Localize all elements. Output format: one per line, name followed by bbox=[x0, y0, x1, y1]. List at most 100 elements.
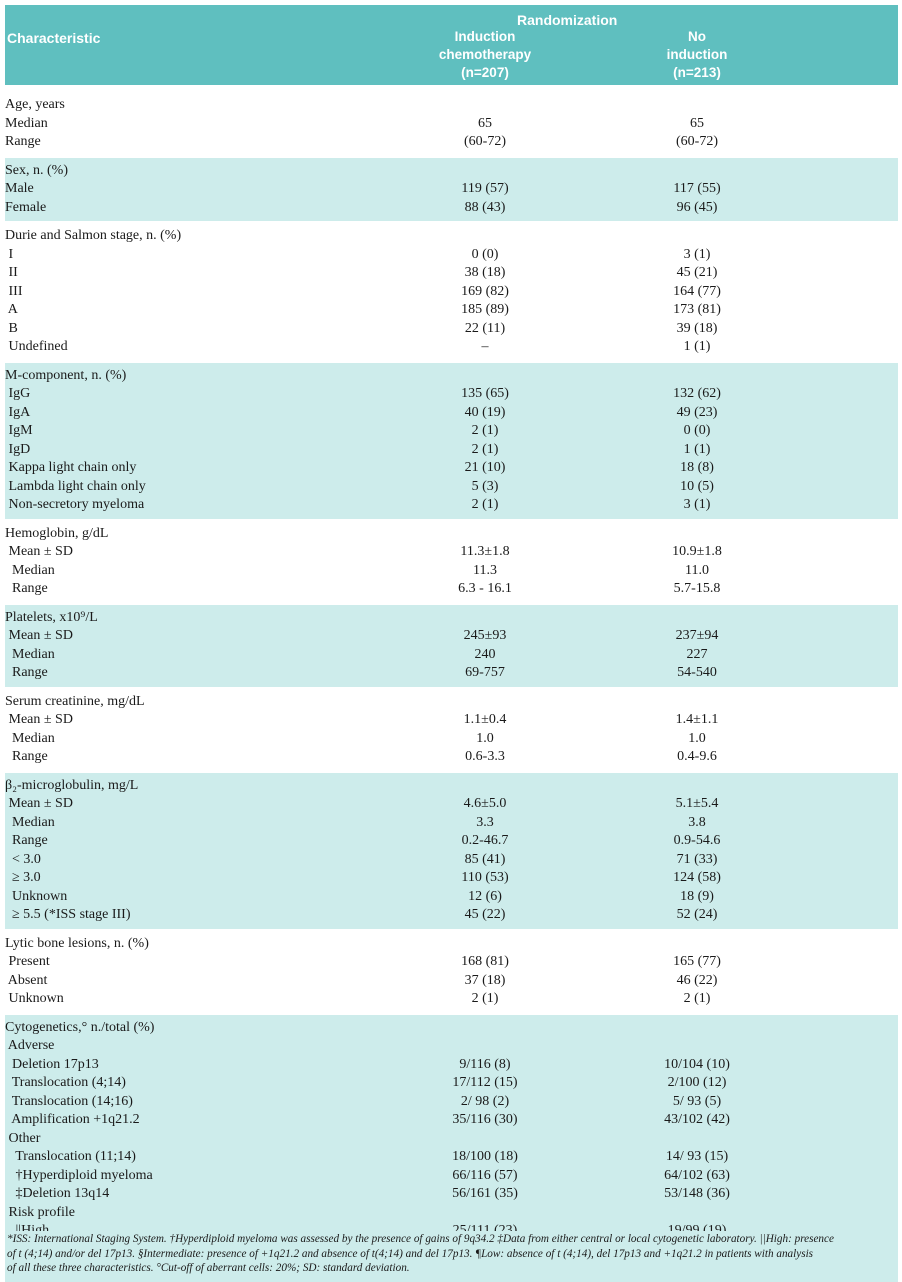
no-induction-value: 227 bbox=[686, 646, 708, 662]
footnote-line: of all these three characteristics. °Cut… bbox=[7, 1262, 410, 1274]
no-induction-value: 3.8 bbox=[688, 814, 706, 830]
row-label: Absent bbox=[5, 972, 48, 988]
no-induction-value: 43/102 (42) bbox=[664, 1112, 730, 1127]
row-label: ≥ 3.0 bbox=[5, 870, 41, 885]
row-label: Hemoglobin, g/dL bbox=[5, 525, 109, 541]
induction-value: 119 (57) bbox=[461, 181, 509, 196]
table-row: M-component, n. (%) bbox=[5, 367, 898, 385]
table-section: M-component, n. (%) IgG 135 (65) 132 (62) … bbox=[5, 362, 898, 519]
table-row: Age, years bbox=[5, 96, 898, 114]
table-row: I 0 (0) 3 (1) bbox=[5, 246, 898, 264]
row-label: Range bbox=[5, 581, 48, 596]
induction-value: 1.1±0.4 bbox=[463, 712, 507, 727]
row-label: IgM bbox=[5, 423, 33, 438]
table-row: Translocation (14;16) 2/ 98 (2) 5/ 93 (5) bbox=[5, 1093, 898, 1111]
row-label: Amplification +1q21.2 bbox=[5, 1112, 140, 1127]
table-row: IgM 2 (1) 0 (0) bbox=[5, 422, 898, 440]
row-label: †Hyperdiploid myeloma bbox=[5, 1167, 153, 1183]
induction-value: 135 (65) bbox=[461, 386, 509, 401]
no-induction-value: 65 bbox=[690, 115, 704, 131]
table-row: Platelets, x10⁹/L bbox=[5, 609, 898, 627]
table-row: Amplification +1q21.2 35/116 (30) 43/102 (… bbox=[5, 1111, 898, 1129]
header-col2-line: induction bbox=[666, 47, 728, 62]
table-row: IgG 135 (65) 132 (62) bbox=[5, 385, 898, 403]
induction-value: 2 (1) bbox=[471, 441, 499, 457]
no-induction-value: 10/104 (10) bbox=[664, 1056, 730, 1072]
no-induction-value: 54-540 bbox=[677, 665, 717, 680]
row-label: Translocation (11;14) bbox=[5, 1149, 136, 1164]
header-characteristic: Characteristic bbox=[7, 30, 101, 46]
table-section: Age, years Median 65 65 Range (60-72) (60-72) bbox=[5, 92, 898, 156]
row-label: Mean ± SD bbox=[5, 796, 73, 811]
row-label: Durie and Salmon stage, n. (%) bbox=[5, 228, 182, 243]
row-label: IgA bbox=[5, 404, 31, 420]
table-row: Serum creatinine, mg/dL bbox=[5, 693, 898, 711]
no-induction-value: 11.0 bbox=[685, 562, 709, 578]
header-no-induction-column: No induction (n=213) bbox=[617, 28, 777, 82]
row-label: Female bbox=[5, 199, 47, 215]
table-row: Mean ± SD 245±93 237±94 bbox=[5, 627, 898, 645]
row-label: Median bbox=[5, 646, 55, 662]
table-row: ≥ 5.5 (*ISS stage III) 45 (22) 52 (24) bbox=[5, 906, 898, 924]
no-induction-value: 64/102 (63) bbox=[664, 1167, 730, 1183]
table-row: Mean ± SD 4.6±5.0 5.1±5.4 bbox=[5, 795, 898, 813]
table-row: Range 0.6-3.3 0.4-9.6 bbox=[5, 748, 898, 766]
table-row: Male 119 (57) 117 (55) bbox=[5, 180, 898, 198]
row-label: Male bbox=[5, 181, 34, 196]
induction-value: 240 bbox=[474, 646, 496, 662]
induction-value: 22 (11) bbox=[464, 320, 506, 336]
table-row: Translocation (4;14) 17/112 (15) 2/100 (12… bbox=[5, 1074, 898, 1092]
row-label: Mean ± SD bbox=[5, 544, 73, 559]
no-induction-value: 0.4-9.6 bbox=[677, 749, 717, 764]
no-induction-value: 132 (62) bbox=[673, 386, 721, 401]
table-section: Hemoglobin, g/dL Mean ± SD 11.3±1.8 10.9±1… bbox=[5, 521, 898, 603]
table-row: Female 88 (43) 96 (45) bbox=[5, 199, 898, 217]
table-row: Unknown 12 (6) 18 (9) bbox=[5, 888, 898, 906]
row-label: Median bbox=[5, 562, 55, 578]
table-row: Range (60-72) (60-72) bbox=[5, 133, 898, 151]
induction-value: 45 (22) bbox=[464, 907, 506, 922]
row-label: Kappa light chain only bbox=[5, 460, 137, 475]
table-row: Range 0.2-46.7 0.9-54.6 bbox=[5, 832, 898, 850]
induction-value: 69-757 bbox=[465, 665, 505, 680]
table-row: Median 3.3 3.8 bbox=[5, 814, 898, 832]
row-label: Translocation (4;14) bbox=[5, 1075, 126, 1090]
no-induction-value: 1 (1) bbox=[683, 339, 711, 354]
no-induction-value: 46 (22) bbox=[676, 972, 718, 988]
footnote-line: *ISS: International Staging System. †Hyp… bbox=[7, 1233, 834, 1245]
induction-value: 5 (3) bbox=[471, 478, 499, 494]
induction-value: 35/116 (30) bbox=[452, 1112, 518, 1127]
table-row: A 185 (89) 173 (81) bbox=[5, 301, 898, 319]
row-label: Risk profile bbox=[5, 1204, 76, 1220]
induction-value: 18/100 (18) bbox=[452, 1149, 518, 1164]
table-row: Mean ± SD 11.3±1.8 10.9±1.8 bbox=[5, 543, 898, 561]
header-col1-line: (n=207) bbox=[461, 65, 509, 80]
row-label: IgG bbox=[5, 386, 31, 401]
table-row: †Hyperdiploid myeloma 66/116 (57) 64/102 (… bbox=[5, 1167, 898, 1185]
no-induction-value: 5.1±5.4 bbox=[675, 796, 719, 811]
induction-value: 40 (19) bbox=[464, 404, 506, 420]
table-header: Characteristic Randomization Induction c… bbox=[5, 5, 898, 85]
induction-value: 0.6-3.3 bbox=[465, 749, 505, 764]
table-row: Absent 37 (18) 46 (22) bbox=[5, 972, 898, 990]
table-row: Cytogenetics,° n./total (%) bbox=[5, 1019, 898, 1037]
row-label: Unknown bbox=[5, 888, 68, 904]
induction-value: 0 (0) bbox=[471, 246, 499, 262]
no-induction-value: 10 (5) bbox=[680, 478, 714, 494]
no-induction-value: 71 (33) bbox=[676, 851, 718, 867]
row-label: β₂-microglobulin, mg/L bbox=[5, 777, 139, 793]
footnote-line: of t (4;14) and/or del 17p13. §Intermedi… bbox=[7, 1247, 814, 1260]
no-induction-value: 117 (55) bbox=[673, 181, 721, 196]
table-row: Adverse bbox=[5, 1037, 898, 1055]
row-label: III bbox=[5, 283, 23, 299]
row-label: Undefined bbox=[5, 339, 68, 354]
table-section: β₂-microglobulin, mg/L Mean ± SD 4.6±5.0 5… bbox=[5, 772, 898, 929]
no-induction-value: 14/ 93 (15) bbox=[665, 1149, 729, 1164]
table-row: Durie and Salmon stage, n. (%) bbox=[5, 227, 898, 245]
table-row: Risk profile bbox=[5, 1204, 898, 1222]
row-label: ≥ 5.5 (*ISS stage III) bbox=[5, 907, 131, 922]
row-label: B bbox=[5, 320, 18, 336]
table-section: Durie and Salmon stage, n. (%) I 0 (0) 3 (… bbox=[5, 223, 898, 361]
no-induction-value: 18 (9) bbox=[680, 888, 714, 904]
